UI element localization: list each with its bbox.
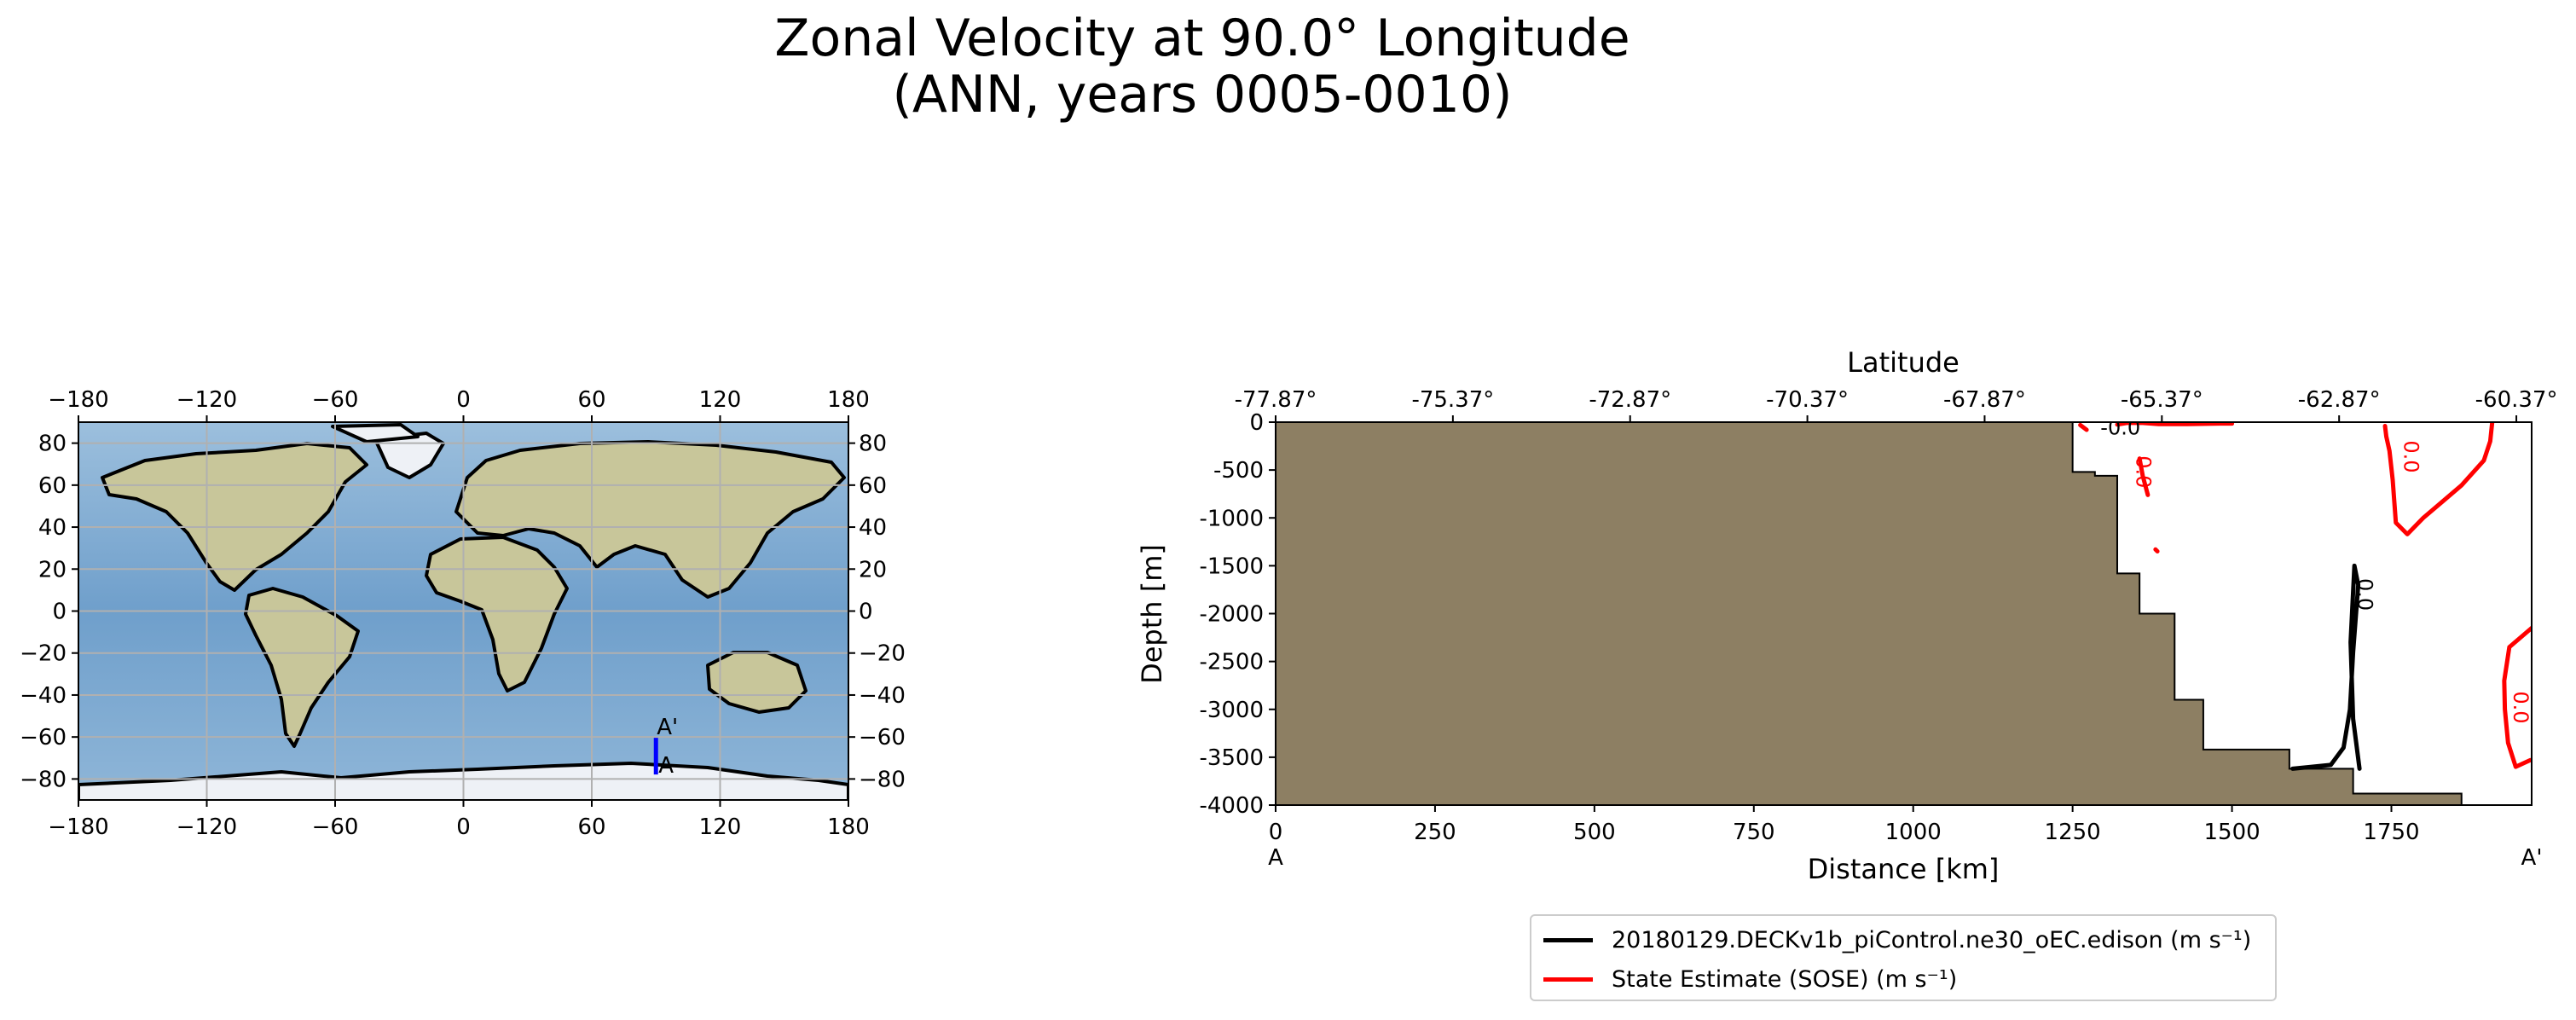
obs-contour-line xyxy=(2078,422,2089,432)
legend: 20180129.DECKv1b_piControl.ne30_oEC.edis… xyxy=(1530,914,2277,1001)
map-ytick-label-left: −80 xyxy=(20,767,67,792)
section-top-tick-label: -70.37° xyxy=(1766,387,1849,413)
land-arctic-islands xyxy=(331,423,420,443)
legend-entry-obs: State Estimate (SOSE) (m s⁻¹) xyxy=(1543,962,1957,996)
model-contour-line xyxy=(2290,563,2362,771)
map-xtick-label-bottom: 0 xyxy=(456,814,471,840)
section-xtick-label: 1250 xyxy=(2045,820,2101,845)
obs-contour-line xyxy=(2382,422,2495,536)
map-transect-line: A A' xyxy=(653,715,678,779)
map-xtick-label-top: 120 xyxy=(699,387,742,413)
map-ytick-label-right: 80 xyxy=(859,432,887,457)
section-top-tick-label: -65.37° xyxy=(2121,387,2203,413)
section-xtick-label: 750 xyxy=(1733,820,1775,845)
section-ytick-label: -1500 xyxy=(1199,553,1264,579)
map-ytick-label-right: −20 xyxy=(859,641,906,667)
section-top-tick-label: -67.87° xyxy=(1943,387,2026,413)
x-axis-label: Distance [km] xyxy=(1808,853,2000,885)
map-xtick-label-top: −60 xyxy=(312,387,359,413)
section-xtick-label: 1500 xyxy=(2203,820,2260,845)
section-xtick-label: 250 xyxy=(1414,820,1456,845)
map-ytick-label-right: 0 xyxy=(859,600,873,625)
section-panel: 0.0 -0.0 0.0 0.0 0.0 0 250 500 750 1000 1250 1500 1… xyxy=(1136,346,2557,885)
section-top-tick-label: -60.37° xyxy=(2475,387,2558,413)
map-ytick-label-right: 40 xyxy=(859,515,887,541)
map-xtick-label-bottom: −60 xyxy=(312,814,359,840)
map-ytick-label-left: 60 xyxy=(38,473,67,499)
land-greenland xyxy=(373,432,445,479)
map-ytick-label-left: 0 xyxy=(52,600,67,625)
section-top-tick-label: -62.87° xyxy=(2298,387,2381,413)
contour-lines: 0.0 -0.0 0.0 0.0 0.0 xyxy=(2078,416,2533,771)
section-axis-ticks: 0 250 500 750 1000 1250 1500 1750 0 -500 -1000 -150… xyxy=(1199,387,2557,845)
obs-contour-label: 0.0 xyxy=(2131,455,2155,488)
section-end-label: A' xyxy=(2521,845,2543,871)
map-panel: A A' −180 −180 −120 −120 −60 −60 0 0 60 60 120 120 18… xyxy=(20,387,906,840)
map-xtick-label-top: −180 xyxy=(48,387,108,413)
section-xtick-label: 500 xyxy=(1573,820,1616,845)
land-north-america xyxy=(101,442,368,592)
map-ytick-label-left: −60 xyxy=(20,725,67,751)
map-axis-ticks: −180 −180 −120 −120 −60 −60 0 0 60 60 120 120 180 180… xyxy=(20,387,906,840)
obs-contour-label: -0.0 xyxy=(2100,416,2140,440)
model-contour-label: 0.0 xyxy=(2353,578,2377,611)
map-ytick-label-left: 80 xyxy=(38,432,67,457)
y-axis-label: Depth [m] xyxy=(1136,544,1168,684)
obs-contour-label: 0.0 xyxy=(2509,691,2533,723)
map-ytick-label-left: −20 xyxy=(20,641,67,667)
title-line-2: (ANN, years 0005-0010) xyxy=(892,65,1513,125)
section-ytick-label: -500 xyxy=(1213,458,1264,484)
obs-contour-line xyxy=(2153,547,2160,554)
section-top-tick-label: -72.87° xyxy=(1589,387,1671,413)
title-line-1: Zonal Velocity at 90.0° Longitude xyxy=(774,9,1630,68)
map-ytick-label-right: −60 xyxy=(859,725,906,751)
legend-swatch-obs xyxy=(1543,977,1593,982)
section-ytick-label: -3000 xyxy=(1199,698,1264,723)
map-ytick-label-left: 20 xyxy=(38,557,67,582)
top-axis-label: Latitude xyxy=(1847,346,1959,379)
section-xtick-label: 1750 xyxy=(2363,820,2419,845)
figure-title: Zonal Velocity at 90.0° Longitude (ANN, … xyxy=(0,10,2405,123)
section-top-tick-label: -77.87° xyxy=(1235,387,1317,413)
map-ytick-label-right: −80 xyxy=(859,767,906,792)
map-xtick-label-top: 180 xyxy=(827,387,870,413)
section-ytick-label: -2000 xyxy=(1199,602,1264,628)
land-south-america xyxy=(244,587,360,748)
section-ytick-label: -4000 xyxy=(1199,793,1264,819)
map-ytick-label-right: −40 xyxy=(859,683,906,709)
legend-swatch-model xyxy=(1543,937,1593,942)
section-xtick-label: 0 xyxy=(1269,820,1283,845)
transect-end-label: A' xyxy=(657,715,678,740)
map-xtick-label-top: −120 xyxy=(177,387,237,413)
section-xtick-label: 1000 xyxy=(1885,820,1942,845)
bathymetry-fill xyxy=(1276,422,2532,805)
transect-start-label: A xyxy=(658,753,674,779)
map-gridlines xyxy=(78,422,849,800)
legend-label-model: 20180129.DECKv1b_piControl.ne30_oEC.edis… xyxy=(1612,926,2252,953)
map-ytick-label-left: −40 xyxy=(20,683,67,709)
section-ytick-label: -1000 xyxy=(1199,506,1264,531)
map-xtick-label-bottom: 120 xyxy=(699,814,742,840)
map-xtick-label-bottom: −180 xyxy=(48,814,108,840)
legend-entry-model: 20180129.DECKv1b_piControl.ne30_oEC.edis… xyxy=(1543,923,2251,957)
map-xtick-label-top: 60 xyxy=(577,387,605,413)
map-ytick-label-left: 40 xyxy=(38,515,67,541)
obs-contour-label: 0.0 xyxy=(2399,440,2423,472)
section-ytick-label: -2500 xyxy=(1199,650,1264,675)
obs-contour-line xyxy=(2502,625,2532,769)
map-ytick-label-right: 20 xyxy=(859,557,887,582)
map-ytick-label-right: 60 xyxy=(859,473,887,499)
section-top-tick-label: -75.37° xyxy=(1411,387,1494,413)
map-xtick-label-bottom: −120 xyxy=(177,814,237,840)
legend-label-obs: State Estimate (SOSE) (m s⁻¹) xyxy=(1612,965,1958,993)
map-xtick-label-bottom: 60 xyxy=(577,814,605,840)
section-ytick-label: -3500 xyxy=(1199,745,1264,771)
map-xtick-label-top: 0 xyxy=(456,387,471,413)
section-ytick-label: 0 xyxy=(1249,410,1264,436)
section-start-label: A xyxy=(1268,845,1283,871)
obs-contour-line xyxy=(2137,456,2151,497)
map-xtick-label-bottom: 180 xyxy=(827,814,870,840)
